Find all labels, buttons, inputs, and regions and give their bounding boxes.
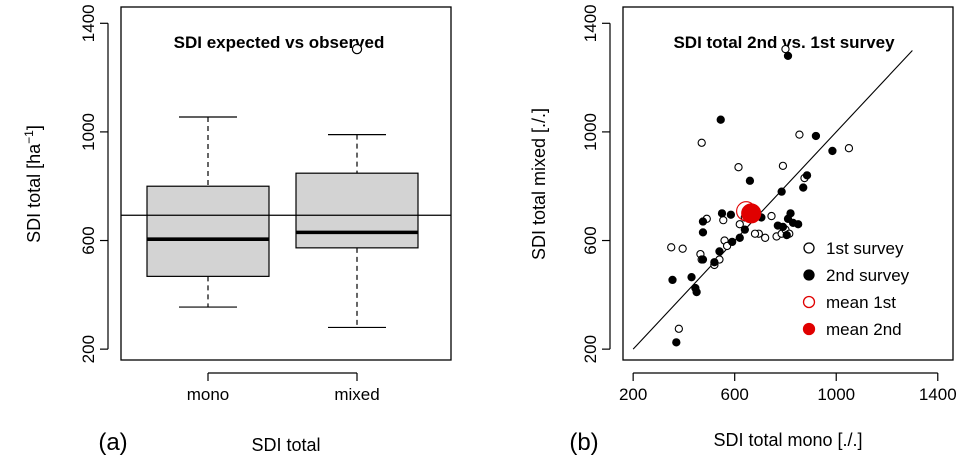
y-tick-label: 1000 xyxy=(581,113,600,151)
x-tick-label: 200 xyxy=(619,385,647,404)
data-point xyxy=(710,258,719,267)
y-tick-label: 1400 xyxy=(581,4,600,42)
data-point xyxy=(778,161,788,170)
data-point xyxy=(799,183,808,192)
x-tick-label: 1000 xyxy=(817,385,855,404)
x-axis-label: SDI total xyxy=(251,435,320,455)
one-to-one-line xyxy=(632,50,913,350)
data-point xyxy=(740,225,749,234)
plot-frame xyxy=(622,6,954,361)
data-point xyxy=(719,216,728,225)
y-tick-label: 200 xyxy=(581,335,600,363)
data-point xyxy=(716,115,725,124)
data-point xyxy=(734,163,743,172)
data-point xyxy=(782,230,791,240)
data-point xyxy=(728,237,737,247)
data-point xyxy=(811,131,821,141)
data-point xyxy=(783,51,793,61)
scatter-points xyxy=(667,44,854,347)
chart-title: SDI total 2nd vs. 1st survey xyxy=(673,33,895,52)
data-point xyxy=(698,228,708,237)
data-point xyxy=(667,243,676,252)
x-tick-label: mono xyxy=(187,385,230,404)
data-point xyxy=(844,144,854,153)
plot-frame xyxy=(120,6,452,361)
legend-marker xyxy=(803,242,815,254)
legend-label: mean 2nd xyxy=(826,320,902,339)
data-point xyxy=(697,138,706,147)
legend-label: mean 1st xyxy=(826,293,896,312)
data-point xyxy=(794,220,803,229)
y-tick-label: 1000 xyxy=(79,113,98,151)
x-axis-label: SDI total mono [./.] xyxy=(713,430,862,450)
data-point xyxy=(781,44,790,54)
data-point xyxy=(802,171,812,180)
data-point xyxy=(698,255,708,264)
outlier-point xyxy=(351,43,363,55)
data-point xyxy=(715,247,724,256)
data-point xyxy=(786,209,795,218)
y-tick-label: 600 xyxy=(79,226,98,254)
legend-marker xyxy=(802,295,816,309)
x-tick-label: 600 xyxy=(721,385,749,404)
data-point xyxy=(678,244,687,253)
scatter-panel: SDI total 2nd vs. 1st survey 200 600 1000 1… xyxy=(529,4,957,456)
boxplot-panel: SDI expected vs observed 20060010001400 … xyxy=(22,4,452,456)
iqr-box xyxy=(146,185,270,277)
legend-marker xyxy=(802,322,816,336)
legend: 1st survey 2nd survey mean 1st mean 2nd xyxy=(802,239,910,339)
y-axis: 200 600 1000 1400 xyxy=(79,4,109,363)
data-point xyxy=(735,220,744,229)
data-point xyxy=(767,211,776,221)
x-tick-label: mixed xyxy=(334,385,379,404)
data-point xyxy=(717,209,727,218)
data-point xyxy=(750,229,760,238)
iqr-box xyxy=(295,172,419,249)
data-point xyxy=(674,324,683,333)
legend-label: 2nd survey xyxy=(826,266,910,285)
box-mixed xyxy=(295,43,419,329)
data-point xyxy=(691,283,700,293)
data-point xyxy=(777,187,786,196)
series-1st-survey xyxy=(667,44,854,333)
data-point xyxy=(778,222,788,232)
series-2nd-survey xyxy=(668,51,837,347)
y-tick-label: 600 xyxy=(581,226,600,254)
data-point xyxy=(726,210,736,219)
data-point xyxy=(735,233,744,242)
data-point xyxy=(741,203,762,224)
boxes xyxy=(146,43,419,329)
panel-label-b: (b) xyxy=(569,429,598,456)
x-tick-label: 1400 xyxy=(919,385,957,404)
data-point xyxy=(795,130,804,139)
data-point xyxy=(745,176,755,185)
y-tick-label: 200 xyxy=(79,335,98,363)
data-point xyxy=(668,275,677,285)
legend-label: 1st survey xyxy=(826,239,904,258)
y-axis-label: SDI total mixed [./.] xyxy=(529,108,549,260)
panel-label-a: (a) xyxy=(98,429,127,456)
data-point xyxy=(761,233,770,242)
data-point xyxy=(828,146,837,156)
data-point xyxy=(672,338,681,347)
chart-title: SDI expected vs observed xyxy=(174,33,385,52)
series-mean-2nd xyxy=(741,203,762,224)
legend-marker xyxy=(803,269,815,281)
y-axis: 200 600 1000 1400 xyxy=(581,4,611,363)
y-tick-label: 1400 xyxy=(79,4,98,42)
y-axis-label: SDI total [ha−1] xyxy=(22,125,44,243)
x-axis: 200 600 1000 1400 xyxy=(619,372,957,404)
box-mono xyxy=(146,116,270,308)
x-axis: mono mixed xyxy=(187,372,380,404)
data-point xyxy=(687,273,696,282)
data-point xyxy=(698,217,708,226)
